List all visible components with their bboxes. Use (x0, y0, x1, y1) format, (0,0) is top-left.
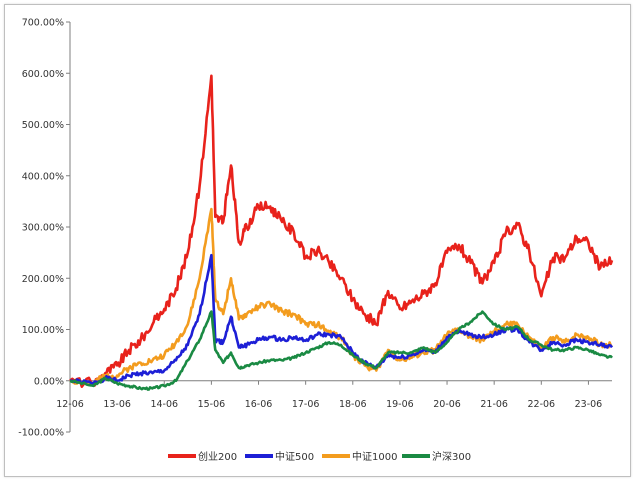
legend-label: 沪深300 (432, 450, 471, 463)
x-tick-label: 20-06 (433, 399, 461, 410)
legend-label: 创业200 (198, 450, 237, 463)
y-tick-label: 0.00% (34, 376, 64, 387)
x-tick-label: 15-06 (198, 399, 226, 410)
y-tick-label: 600.00% (22, 69, 64, 80)
chart-legend: 创业200 中证500 中证1000 沪深300 (168, 450, 471, 463)
x-axis-tick-labels: 12-06 13-06 14-06 15-06 16-06 17-06 18-06 19-06… (56, 399, 602, 410)
y-tick-label: 700.00% (22, 18, 64, 29)
series-lines (69, 74, 614, 391)
x-tick-label: 14-06 (150, 399, 178, 410)
chart-axes (66, 21, 612, 433)
y-tick-label: 200.00% (22, 274, 64, 285)
x-tick-label: 16-06 (245, 399, 273, 410)
series-line-1 (70, 253, 614, 385)
x-tick-label: 13-06 (103, 399, 131, 410)
legend-label: 中证1000 (352, 450, 397, 463)
series-line-3 (69, 310, 613, 391)
legend-label: 中证500 (275, 450, 314, 463)
y-axis-tick-labels: -100.00% 0.00% 100.00% 200.00% 300.00% 400.00… (18, 18, 64, 439)
series-line-0 (69, 74, 614, 388)
y-tick-label: 500.00% (22, 120, 64, 131)
y-tick-label: 400.00% (22, 171, 64, 182)
x-tick-label: 12-06 (56, 399, 84, 410)
y-tick-label: 100.00% (22, 325, 64, 336)
y-tick-label: -100.00% (18, 428, 64, 439)
y-tick-label: 300.00% (22, 223, 64, 234)
x-tick-label: 17-06 (292, 399, 320, 410)
x-tick-label: 18-06 (339, 399, 367, 410)
x-tick-label: 19-06 (386, 399, 414, 410)
x-tick-label: 23-06 (575, 399, 603, 410)
x-tick-label: 22-06 (527, 399, 555, 410)
x-tick-label: 21-06 (480, 399, 508, 410)
chart-frame (4, 4, 631, 477)
series-line-2 (69, 207, 613, 386)
